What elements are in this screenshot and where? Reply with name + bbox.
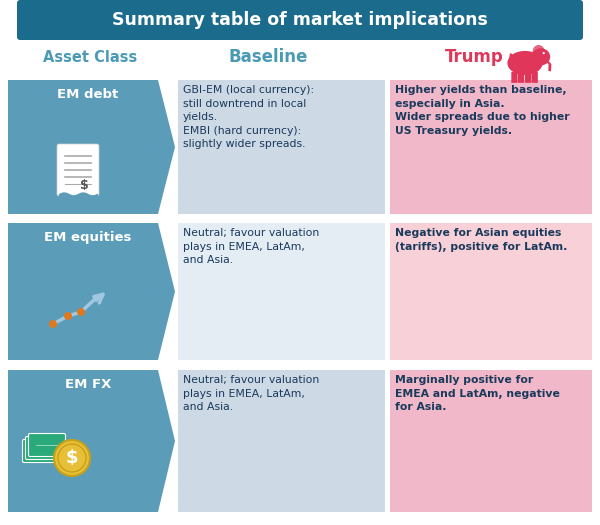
Text: $: $	[80, 180, 88, 193]
Text: EM debt: EM debt	[58, 89, 119, 101]
Text: Neutral; favour valuation
plays in EMEA, LatAm,
and Asia.: Neutral; favour valuation plays in EMEA,…	[183, 375, 319, 412]
FancyBboxPatch shape	[23, 439, 59, 463]
Polygon shape	[8, 370, 175, 512]
FancyBboxPatch shape	[178, 223, 385, 360]
FancyBboxPatch shape	[511, 72, 518, 83]
Circle shape	[64, 312, 72, 320]
FancyBboxPatch shape	[25, 436, 62, 459]
Circle shape	[49, 320, 57, 328]
Text: Marginally positive for
EMEA and LatAm, negative
for Asia.: Marginally positive for EMEA and LatAm, …	[395, 375, 560, 412]
FancyBboxPatch shape	[525, 72, 531, 83]
Ellipse shape	[532, 48, 550, 66]
FancyBboxPatch shape	[390, 80, 592, 214]
Polygon shape	[547, 61, 551, 71]
FancyBboxPatch shape	[178, 370, 385, 512]
Text: Summary table of market implications: Summary table of market implications	[112, 11, 488, 29]
Ellipse shape	[533, 45, 545, 58]
FancyBboxPatch shape	[390, 223, 592, 360]
Ellipse shape	[508, 51, 542, 75]
Text: Neutral; favour valuation
plays in EMEA, LatAm,
and Asia.: Neutral; favour valuation plays in EMEA,…	[183, 228, 319, 265]
FancyBboxPatch shape	[29, 434, 65, 457]
Text: Baseline: Baseline	[229, 48, 308, 66]
Text: Asset Class: Asset Class	[43, 49, 137, 65]
Text: EM equities: EM equities	[44, 232, 131, 245]
Text: Trump: Trump	[445, 48, 504, 66]
Text: EM FX: EM FX	[65, 379, 111, 392]
FancyBboxPatch shape	[178, 80, 385, 214]
Circle shape	[77, 308, 85, 316]
Polygon shape	[8, 223, 175, 360]
Text: GBI-EM (local currency):
still downtrend in local
yields.
EMBI (hard currency):
: GBI-EM (local currency): still downtrend…	[183, 85, 314, 150]
FancyBboxPatch shape	[57, 144, 99, 196]
FancyBboxPatch shape	[532, 72, 538, 83]
FancyBboxPatch shape	[17, 0, 583, 40]
Text: Negative for Asian equities
(tariffs), positive for LatAm.: Negative for Asian equities (tariffs), p…	[395, 228, 568, 251]
Polygon shape	[8, 80, 175, 214]
FancyBboxPatch shape	[390, 370, 592, 512]
Text: $: $	[66, 449, 78, 467]
Circle shape	[542, 52, 545, 54]
FancyBboxPatch shape	[518, 72, 524, 83]
Text: Higher yields than baseline,
especially in Asia.
Wider spreads due to higher
US : Higher yields than baseline, especially …	[395, 85, 569, 136]
Circle shape	[54, 440, 90, 476]
